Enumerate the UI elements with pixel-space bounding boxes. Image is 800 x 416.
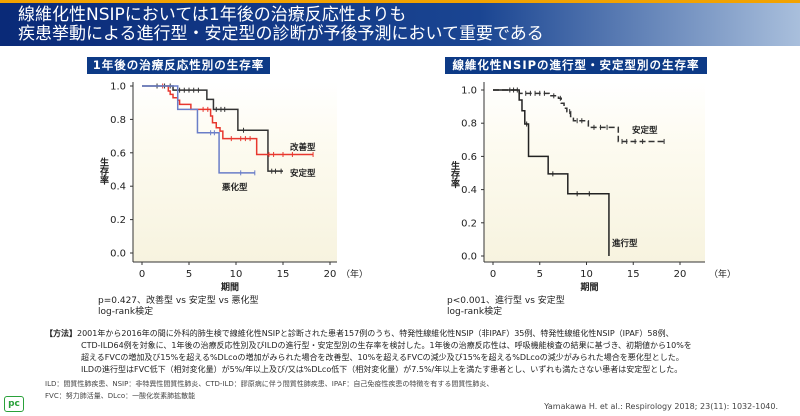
plot-area: [484, 82, 705, 262]
method-line: 超えるFVCの増加及び15%を超える%DLcoの増加がみられた場合を改善型、10…: [81, 353, 684, 362]
method-line: ILDの進行型はFVC低下（相対変化量）が5%/年以上及び/又は%DLco低下（…: [81, 365, 683, 374]
x-axis-label: 期間: [221, 281, 239, 293]
header-title-line2: 疾患挙動による進行型・安定型の診断が予後予測において重要である: [18, 24, 544, 44]
x-tick-label: 20: [324, 269, 337, 280]
x-tick-label: 5: [537, 269, 543, 280]
y-tick-label: 0.8: [110, 115, 126, 126]
chart2-test: log-rank検定: [447, 307, 503, 317]
series-line-悪化型: [142, 85, 255, 174]
y-tick-label: 1.0: [461, 86, 477, 97]
header-title-line1: 線維化性NSIPにおいては1年後の治療反応性よりも: [18, 5, 407, 25]
chart1-pvalue: p=0.427、改善型 vs 安定型 vs 悪化型: [98, 296, 259, 306]
y-tick-label: 0.6: [110, 148, 126, 159]
x-unit: （年）: [341, 268, 368, 280]
y-tick-label: 0.0: [110, 249, 126, 260]
logo: pc: [4, 396, 24, 412]
chart1-test: log-rank検定: [98, 307, 154, 317]
x-tick-label: 15: [627, 269, 640, 280]
series-line-安定型: [166, 85, 314, 156]
series-line-改善型: [142, 85, 283, 172]
method-line: 2001年から2016年の間に外科的肺生検で線維化性NSIPと診断された患者15…: [77, 329, 674, 338]
x-tick-label: 10: [580, 269, 593, 280]
x-tick-label: 0: [490, 269, 496, 280]
abbreviation-line: FVC：努力肺活量、DLco：一酸化炭素肺拡散能: [45, 392, 196, 400]
y-axis-label: 生存率: [449, 160, 460, 189]
chart2-pvalue: p<0.001、進行型 vs 安定型: [447, 296, 565, 306]
y-tick-label: 0.2: [110, 215, 126, 226]
series-line-安定型: [493, 89, 665, 143]
series-label: 安定型: [632, 125, 658, 136]
y-tick-label: 1.0: [110, 82, 126, 93]
y-tick-label: 0.2: [461, 218, 477, 229]
x-axis-label: 期間: [580, 281, 598, 293]
plot-area: [133, 82, 337, 262]
abbreviation-line: ILD：間質性肺疾患、NSIP：非特異性間質性肺炎、CTD-ILD：膠原病に伴う…: [45, 380, 494, 388]
method-text: 【方法】2001年から2016年の間に外科的肺生検で線維化性NSIPと診断された…: [45, 328, 785, 376]
series-line-進行型: [493, 89, 610, 256]
citation: Yamakawa H. et al.: Respirology 2018; 23…: [544, 402, 778, 411]
x-tick-label: 5: [186, 269, 192, 280]
y-axis-label: 生存率: [98, 156, 109, 185]
series-label: 進行型: [612, 238, 638, 249]
x-tick-label: 20: [674, 269, 687, 280]
y-tick-label: 0.4: [461, 185, 477, 196]
method-line: CTD-ILD64例を対象に、1年後の治療反応性別及びILDの進行型・安定型別の…: [81, 341, 692, 350]
y-tick-label: 0.0: [461, 252, 477, 263]
chart1-title: 1年後の治療反応性別の生存率: [87, 57, 270, 74]
y-tick-label: 0.6: [461, 152, 477, 163]
series-label: 悪化型: [222, 182, 248, 193]
header-banner: 線維化性NSIPにおいては1年後の治療反応性よりも 疾患挙動による進行型・安定型…: [0, 0, 800, 46]
method-tag: 【方法】: [45, 329, 77, 338]
x-tick-label: 0: [139, 269, 145, 280]
chart2-title: 線維化性NSIPの進行型・安定型別の生存率: [445, 57, 707, 74]
x-unit: （年）: [709, 268, 736, 280]
y-tick-label: 0.8: [461, 119, 477, 130]
x-tick-label: 10: [230, 269, 243, 280]
series-label: 改善型: [290, 142, 316, 153]
y-tick-label: 0.4: [110, 182, 126, 193]
series-label: 安定型: [290, 168, 316, 179]
x-tick-label: 15: [277, 269, 290, 280]
